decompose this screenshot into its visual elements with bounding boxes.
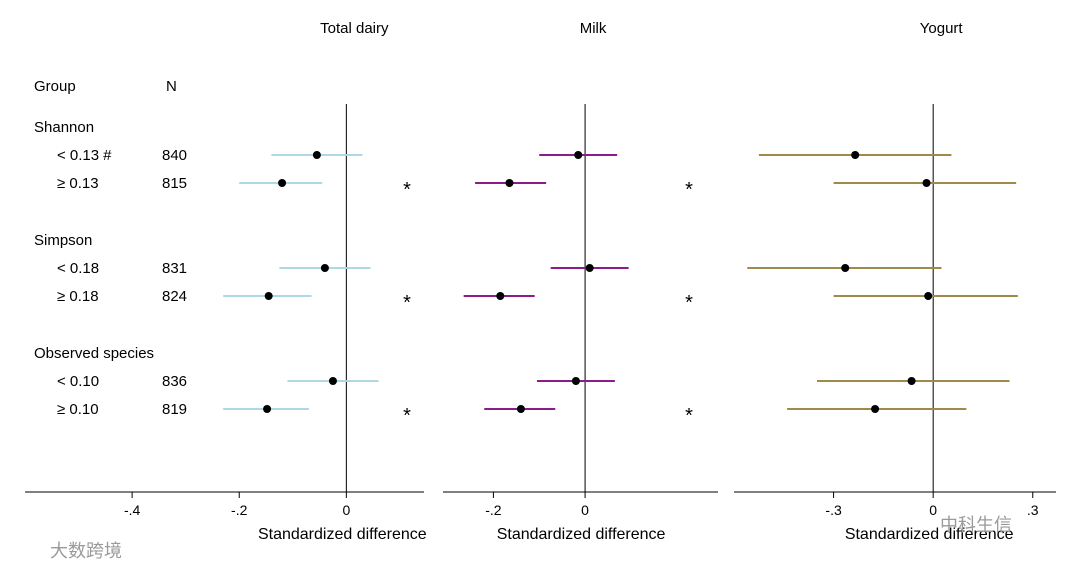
x-tick-label: 0 — [929, 502, 937, 518]
x-axis-label: Standardized difference — [497, 526, 666, 543]
x-tick-label: 0 — [342, 502, 350, 518]
row-label: < 0.13 # — [57, 147, 112, 164]
x-axis-label: Standardized difference — [845, 526, 1014, 543]
point-estimate — [585, 264, 594, 272]
watermark-right: 中科生信 — [940, 515, 1012, 535]
row-label: < 0.10 — [57, 373, 99, 390]
x-tick-label: -.4 — [124, 502, 141, 518]
point-estimate — [312, 151, 321, 159]
point-estimate — [907, 377, 916, 385]
point-estimate — [841, 264, 850, 272]
point-estimate — [278, 179, 287, 187]
significance-star: * — [685, 405, 693, 427]
row-label: ≥ 0.13 — [57, 175, 99, 192]
row-n: 836 — [162, 373, 187, 390]
n-header: N — [166, 78, 177, 95]
row-n: 840 — [162, 147, 187, 164]
point-estimate — [320, 264, 329, 272]
row-label: < 0.18 — [57, 260, 99, 277]
point-estimate — [871, 405, 880, 413]
significance-star: * — [403, 179, 411, 201]
x-tick-label: 0 — [581, 502, 589, 518]
row-n: 831 — [162, 260, 187, 277]
group-name: Simpson — [34, 232, 92, 249]
point-estimate — [263, 405, 272, 413]
group-header: Group — [34, 78, 76, 95]
x-tick-label: .3 — [1027, 502, 1039, 518]
panel-title: Milk — [580, 20, 607, 37]
row-n: 819 — [162, 401, 187, 418]
x-tick-label: -.2 — [231, 502, 248, 518]
panel-title: Total dairy — [320, 20, 389, 37]
panel-title: Yogurt — [920, 20, 964, 37]
group-name: Observed species — [34, 345, 154, 362]
point-estimate — [516, 405, 525, 413]
point-estimate — [922, 179, 931, 187]
x-tick-label: -.3 — [825, 502, 842, 518]
row-n: 815 — [162, 175, 187, 192]
significance-star: * — [403, 405, 411, 427]
point-estimate — [328, 377, 337, 385]
point-estimate — [571, 377, 580, 385]
point-estimate — [505, 179, 514, 187]
row-marker: # — [103, 147, 112, 164]
significance-star: * — [685, 179, 693, 201]
point-estimate — [924, 292, 933, 300]
point-estimate — [574, 151, 583, 159]
x-axis-label: Standardized difference — [258, 526, 427, 543]
point-estimate — [851, 151, 860, 159]
row-n: 824 — [162, 288, 187, 305]
significance-star: * — [685, 292, 693, 314]
watermark-left: 大数跨境 — [50, 541, 122, 561]
group-name: Shannon — [34, 119, 94, 136]
x-tick-label: -.2 — [485, 502, 502, 518]
significance-star: * — [403, 292, 411, 314]
row-label: ≥ 0.18 — [57, 288, 99, 305]
point-estimate — [264, 292, 273, 300]
row-label: ≥ 0.10 — [57, 401, 99, 418]
point-estimate — [496, 292, 505, 300]
